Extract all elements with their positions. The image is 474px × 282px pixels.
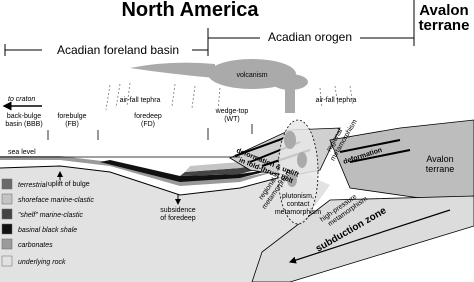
legend-swatch xyxy=(1,193,13,205)
avalon-label: Avalon terrane xyxy=(426,154,455,174)
tephra-label: air-fall tephra xyxy=(120,97,161,104)
legend-label: underlying rock xyxy=(18,259,66,266)
pluton xyxy=(297,152,307,168)
volcanic-cloud xyxy=(272,74,308,90)
zone-label: wedge-top (WT) xyxy=(215,108,249,123)
volcanism-label: volcanism xyxy=(236,72,267,79)
uplift-label: uplift of bulge xyxy=(48,181,90,188)
legend-swatch xyxy=(1,208,13,220)
volcanic-column xyxy=(285,85,295,113)
legend-swatch xyxy=(1,178,13,190)
foreland-label: Acadian foreland basin xyxy=(57,43,179,57)
basin-base xyxy=(0,165,301,196)
title: North America xyxy=(121,0,259,21)
legend-label: terrestrial xyxy=(18,182,48,189)
subduction-arrow xyxy=(288,209,451,264)
legend-swatch xyxy=(1,255,13,267)
orogen-label: Acadian orogen xyxy=(268,30,352,44)
ash-wisp xyxy=(130,62,215,78)
sea-level-label: sea level xyxy=(8,149,36,156)
black-shale-layer xyxy=(100,160,280,182)
zone-label: back-bulge basin (BBB) xyxy=(5,113,42,128)
legend-swatch xyxy=(1,223,13,235)
legend-label: carbonates xyxy=(18,242,53,249)
underlying-rock xyxy=(0,166,330,282)
legend-label: "shelf" marine-clastic xyxy=(18,212,83,219)
legend-swatch xyxy=(1,238,13,250)
legend-label: shoreface marine-clastic xyxy=(18,197,94,204)
zone-ticks xyxy=(47,124,253,140)
plutonism-label: plutonism, contact metamorphism xyxy=(275,193,321,216)
avalon-block xyxy=(329,119,474,201)
tephra-label: air-fall tephra xyxy=(316,97,357,104)
zone-label: forebulge (FB) xyxy=(57,113,86,128)
pluton xyxy=(284,131,296,149)
shoreface-layer xyxy=(185,150,295,172)
craton-label: to craton xyxy=(8,96,35,103)
legend-label: basinal black shale xyxy=(18,227,77,234)
shelf-layer xyxy=(180,158,290,176)
legend: terrestrial shoreface marine-clastic "shel… xyxy=(1,178,94,267)
subsidence-label: subsidence of foredeep xyxy=(160,207,196,222)
tephra-fall xyxy=(105,82,354,111)
terrane-title: Avalon terrane xyxy=(419,2,470,34)
thrust-faults-right xyxy=(339,139,411,163)
pluton xyxy=(287,173,297,187)
zone-label: foredeep (FD) xyxy=(134,113,162,128)
